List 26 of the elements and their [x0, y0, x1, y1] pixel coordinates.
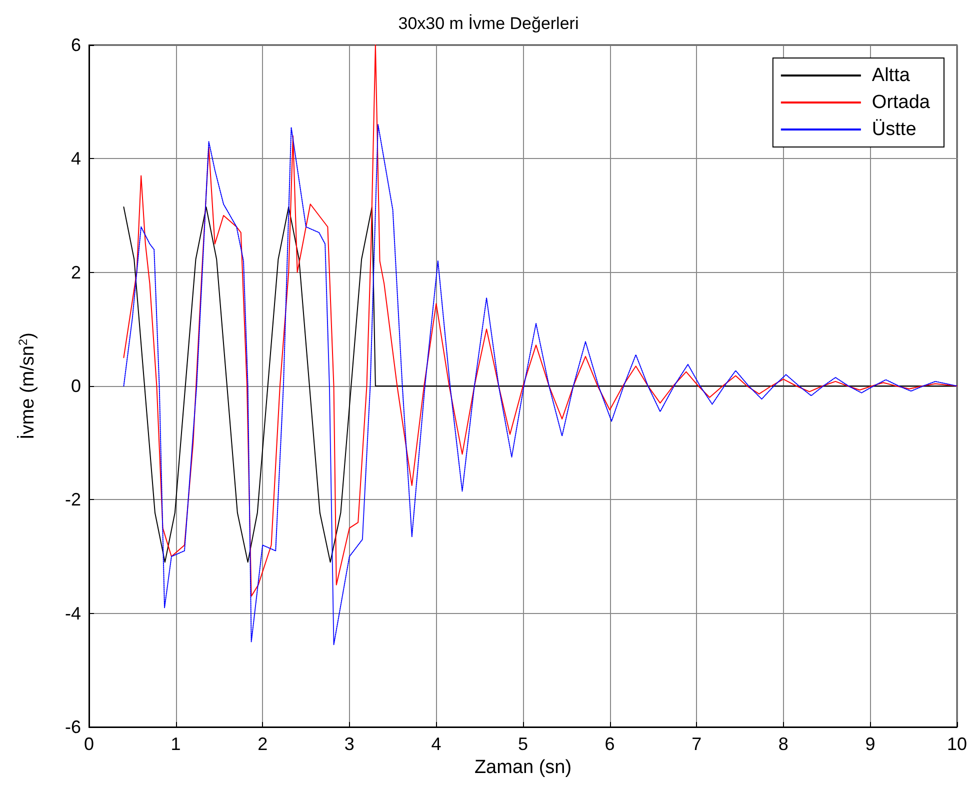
y-tick-label: -2: [64, 490, 81, 510]
y-axis-title: İvme (m/sn2): [16, 332, 38, 440]
y-tick-label: 0: [70, 376, 81, 396]
x-tick-label: 2: [258, 734, 268, 754]
x-tick-label: 10: [946, 734, 968, 754]
y-tick-label: 4: [70, 148, 81, 169]
x-tick-label: 9: [865, 734, 876, 754]
x-axis-title: Zaman (sn): [474, 756, 572, 778]
x-tick-label: 1: [170, 734, 181, 754]
x-tick-label: 7: [692, 734, 702, 754]
x-tick-label: 8: [778, 734, 788, 754]
legend-label: Altta: [872, 65, 910, 86]
x-tick-label: 0: [84, 734, 94, 754]
line-series: [123, 44, 958, 597]
line-series: [123, 206, 958, 563]
x-tick-label: 6: [604, 734, 615, 754]
x-tick-label: 5: [518, 734, 528, 754]
legend-label: Ortada: [872, 92, 930, 113]
y-tick-label: -6: [64, 717, 81, 737]
y-tick-label: -4: [64, 603, 81, 624]
y-tick-label: 2: [70, 262, 81, 282]
x-tick-label: 4: [431, 734, 442, 754]
x-tick-label: 3: [344, 734, 354, 754]
y-tick-label: 6: [70, 35, 81, 55]
legend-label: Üstte: [872, 119, 916, 140]
chart-title: 30x30 m İvme Değerleri: [398, 14, 579, 33]
